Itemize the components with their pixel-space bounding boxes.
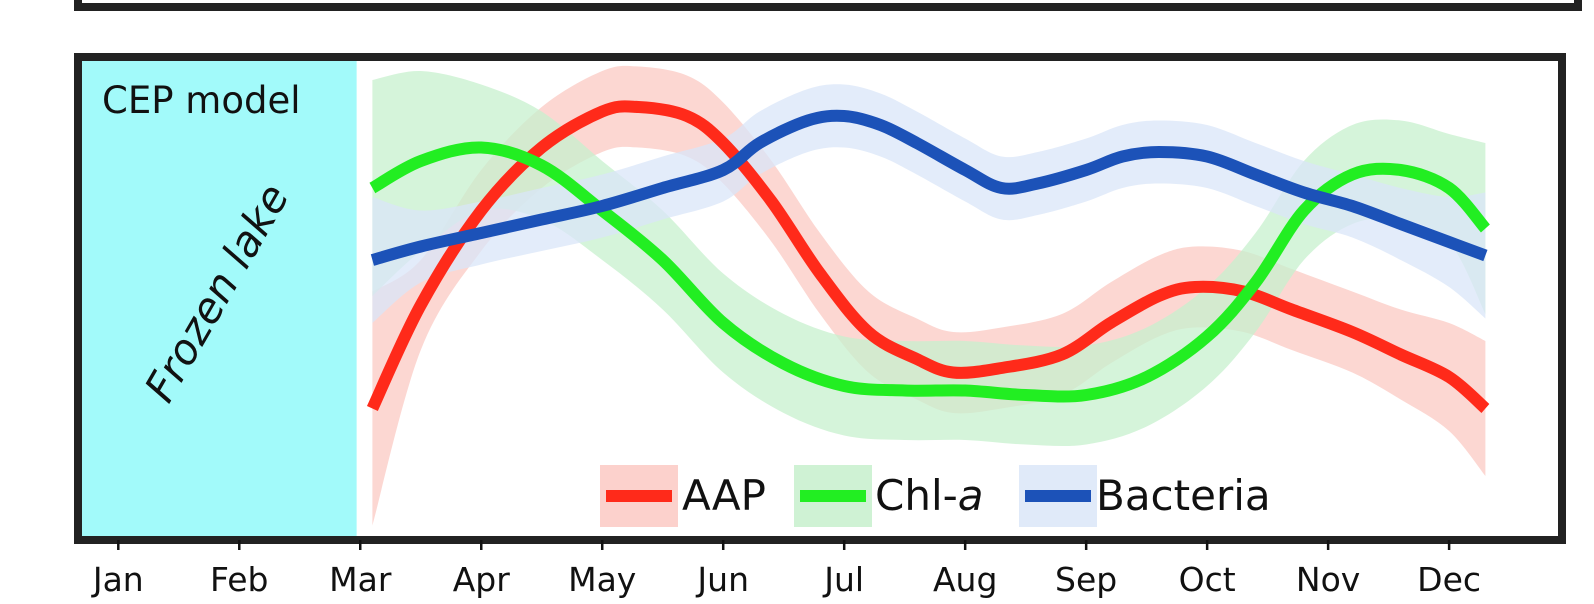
x-tick-label: Aug xyxy=(933,560,997,599)
legend-label-2: Bacteria xyxy=(1096,471,1271,520)
x-tick-label: Nov xyxy=(1296,560,1360,599)
x-tick-label: Jul xyxy=(822,560,864,599)
frozen-lake-region xyxy=(82,61,357,536)
x-tick-label: Sep xyxy=(1055,560,1117,599)
panel-frame xyxy=(74,53,1566,544)
x-axis: Jan Feb Mar Apr May Jun Jul Aug Sep Oct Nov Dec xyxy=(91,540,1481,599)
confidence-bands xyxy=(372,65,1486,526)
legend-swatch-0 xyxy=(606,490,672,502)
x-tick-label: May xyxy=(568,560,636,599)
series-lines xyxy=(366,100,1491,414)
legend-swatch-2 xyxy=(1025,490,1091,502)
series-line-0 xyxy=(366,100,1490,414)
band-1 xyxy=(372,70,1486,447)
legend-label-1: Chl-a xyxy=(875,471,984,520)
x-tick-label: Mar xyxy=(329,560,392,599)
upper-panel-frame xyxy=(74,0,1582,11)
x-tick-label: Jun xyxy=(695,560,749,599)
x-tick-label: Dec xyxy=(1417,560,1481,599)
series-line-1 xyxy=(369,141,1491,403)
x-tick-label: Oct xyxy=(1179,560,1236,599)
series-line-2 xyxy=(370,109,1488,266)
x-tick-label: Apr xyxy=(453,560,511,599)
legend: AAP Chl-a Bacteria xyxy=(600,465,1271,527)
panel-label: CEP model xyxy=(102,79,301,122)
legend-label-0: AAP xyxy=(682,471,766,520)
band-2 xyxy=(372,84,1486,323)
x-tick-label: Feb xyxy=(210,560,268,599)
x-tick-label: Jan xyxy=(91,560,144,599)
legend-swatch-1 xyxy=(800,490,866,502)
